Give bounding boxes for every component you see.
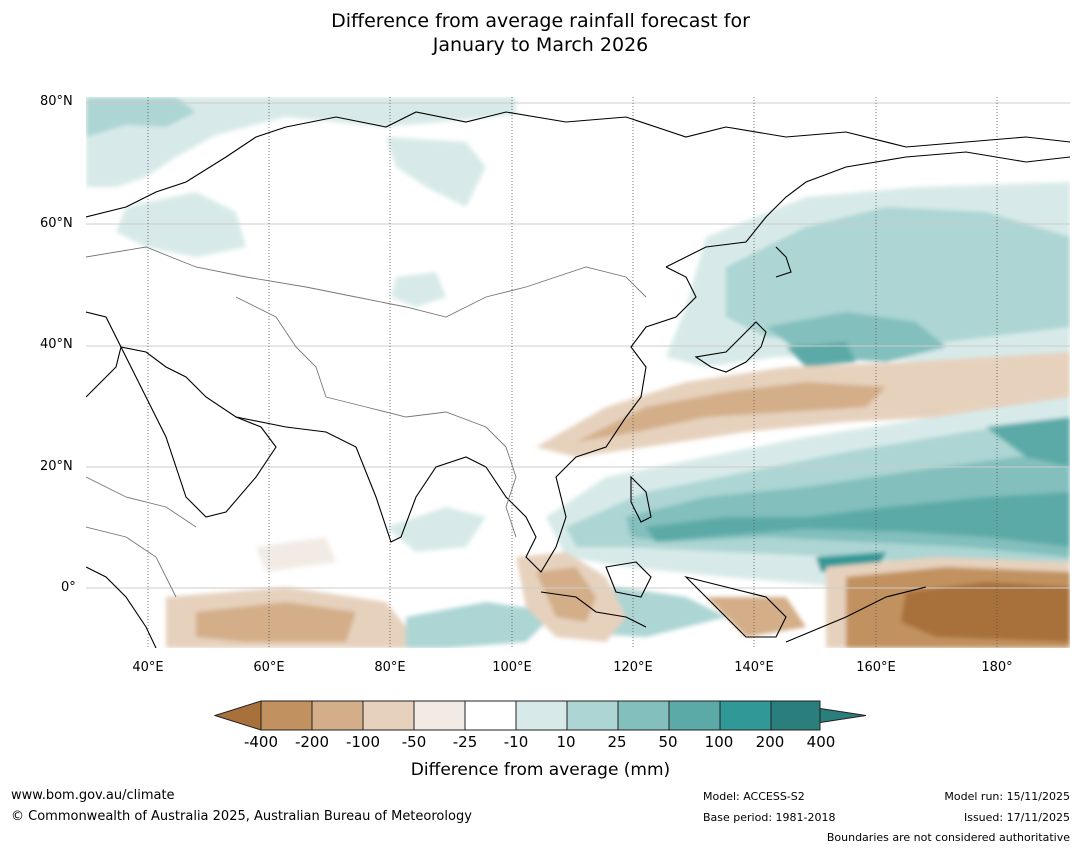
lat-label-60n: 60°N xyxy=(40,216,73,231)
bom-url-link[interactable]: www.bom.gov.au/climate xyxy=(11,788,175,803)
longitude-gridlines xyxy=(147,97,998,648)
northwest-pacific-strong-wet xyxy=(786,342,856,367)
boundary-himalaya xyxy=(325,396,507,448)
southwest-pacific-strong-dry xyxy=(901,582,1070,642)
lon-label-180: 180° xyxy=(981,660,1013,675)
coast-east-africa xyxy=(86,566,157,648)
lat-label-20n: 20°N xyxy=(40,459,73,474)
colorbar-swatch-8 xyxy=(617,700,670,731)
colorbar-tick-2: -200 xyxy=(294,733,330,751)
colorbar-tick-6: -10 xyxy=(503,733,529,751)
coast-borneo xyxy=(605,561,652,598)
boundary-africa-east xyxy=(86,526,177,598)
boundary-indochina xyxy=(505,446,517,538)
lon-label-80e: 80°E xyxy=(374,660,406,675)
model-run-label: Model run: 15/11/2025 xyxy=(944,790,1070,803)
coast-sakhalin xyxy=(775,246,792,278)
colorbar-tick-10: 100 xyxy=(704,733,734,751)
coast-philippines xyxy=(630,475,652,523)
arabian-sea-dry xyxy=(256,537,336,572)
issued-label: Issued: 17/11/2025 xyxy=(963,811,1070,824)
colorbar-swatch-3 xyxy=(362,700,415,731)
colorbar-tick-8: 25 xyxy=(607,733,627,751)
model-label: Model: ACCESS-S2 xyxy=(703,790,805,803)
colorbar-tick-9: 50 xyxy=(658,733,678,751)
map-title-line2: January to March 2026 xyxy=(432,34,649,56)
lon-label-60e: 60°E xyxy=(253,660,285,675)
western-pacific-strong-wet xyxy=(646,492,1070,547)
boundary-iran-afghanistan xyxy=(235,296,327,398)
central-asia-wet-patch xyxy=(391,272,446,307)
colorbar-swatch-5 xyxy=(464,700,517,731)
coast-mediterranean xyxy=(86,311,122,398)
map-title-line1: Difference from average rainfall forecas… xyxy=(331,10,750,32)
colorbar-swatch-10 xyxy=(719,700,772,731)
lon-label-120e: 120°E xyxy=(613,660,653,675)
country-boundaries xyxy=(86,246,647,598)
colorbar-tick-3: -100 xyxy=(345,733,381,751)
colorbar-tick-7: 10 xyxy=(556,733,576,751)
indian-ocean-south-dry xyxy=(196,602,356,642)
lon-label-140e: 140°E xyxy=(734,660,774,675)
subtropical-north-pacific-dry xyxy=(576,382,886,442)
base-period-label: Base period: 1981-2018 xyxy=(703,811,836,824)
coast-russia-far-east xyxy=(665,151,1070,268)
eastern-indian-ocean-wet xyxy=(406,602,556,648)
bay-of-bengal-wet xyxy=(386,507,486,552)
colorbar-tick-11: 200 xyxy=(755,733,785,751)
coast-south-asia xyxy=(235,416,487,543)
lon-label-160e: 160°E xyxy=(856,660,896,675)
boundaries-disclaimer: Boundaries are not considered authoritat… xyxy=(826,831,1070,844)
central-pacific-wet xyxy=(986,417,1070,467)
lat-label-0: 0° xyxy=(61,580,76,595)
anomaly-shading xyxy=(86,97,1070,648)
lat-label-40n: 40°N xyxy=(40,337,73,352)
south-china-sea-dry xyxy=(536,567,596,622)
arctic-wet-region xyxy=(86,97,516,187)
siberia-wet-patch xyxy=(386,137,486,207)
colorbar-swatch-6 xyxy=(515,700,568,731)
coast-japan xyxy=(694,321,767,373)
colorbar-tick-5: -25 xyxy=(452,733,478,751)
coastlines xyxy=(86,111,1070,648)
lat-label-80n: 80°N xyxy=(40,94,73,109)
coast-indonesia-west xyxy=(540,591,647,628)
colorbar-tick-1: -400 xyxy=(243,733,279,751)
colorbar xyxy=(214,700,867,731)
lon-label-40e: 40°E xyxy=(132,660,164,675)
boundary-central-asia xyxy=(86,246,647,318)
japan-northwest-pacific-wet xyxy=(726,207,1070,347)
coast-melanesia xyxy=(785,586,927,643)
colorbar-swatch-1 xyxy=(260,700,313,731)
colorbar-swatch-2 xyxy=(311,700,364,731)
coast-arabia xyxy=(120,346,277,518)
rainfall-anomaly-map xyxy=(86,97,1070,648)
colorbar-arrow-low xyxy=(214,700,262,731)
colorbar-swatch-11 xyxy=(770,700,821,731)
lon-label-100e: 100°E xyxy=(492,660,532,675)
colorbar-swatch-9 xyxy=(668,700,721,731)
colorbar-label: Difference from average (mm) xyxy=(410,760,671,780)
colorbar-tick-4: -50 xyxy=(401,733,427,751)
map-svg xyxy=(86,97,1070,648)
colorbar-swatch-7 xyxy=(566,700,619,731)
coast-new-guinea xyxy=(684,575,787,638)
copyright-text: © Commonwealth of Australia 2025, Austra… xyxy=(11,809,472,824)
colorbar-swatch-4 xyxy=(413,700,466,731)
coast-arctic xyxy=(86,111,1070,218)
colorbar-tick-12: 400 xyxy=(806,733,836,751)
latitude-gridlines xyxy=(86,102,1070,589)
coast-east-asia xyxy=(485,266,697,573)
barents-wet-region xyxy=(86,97,196,137)
boundary-africa-north xyxy=(86,476,197,528)
